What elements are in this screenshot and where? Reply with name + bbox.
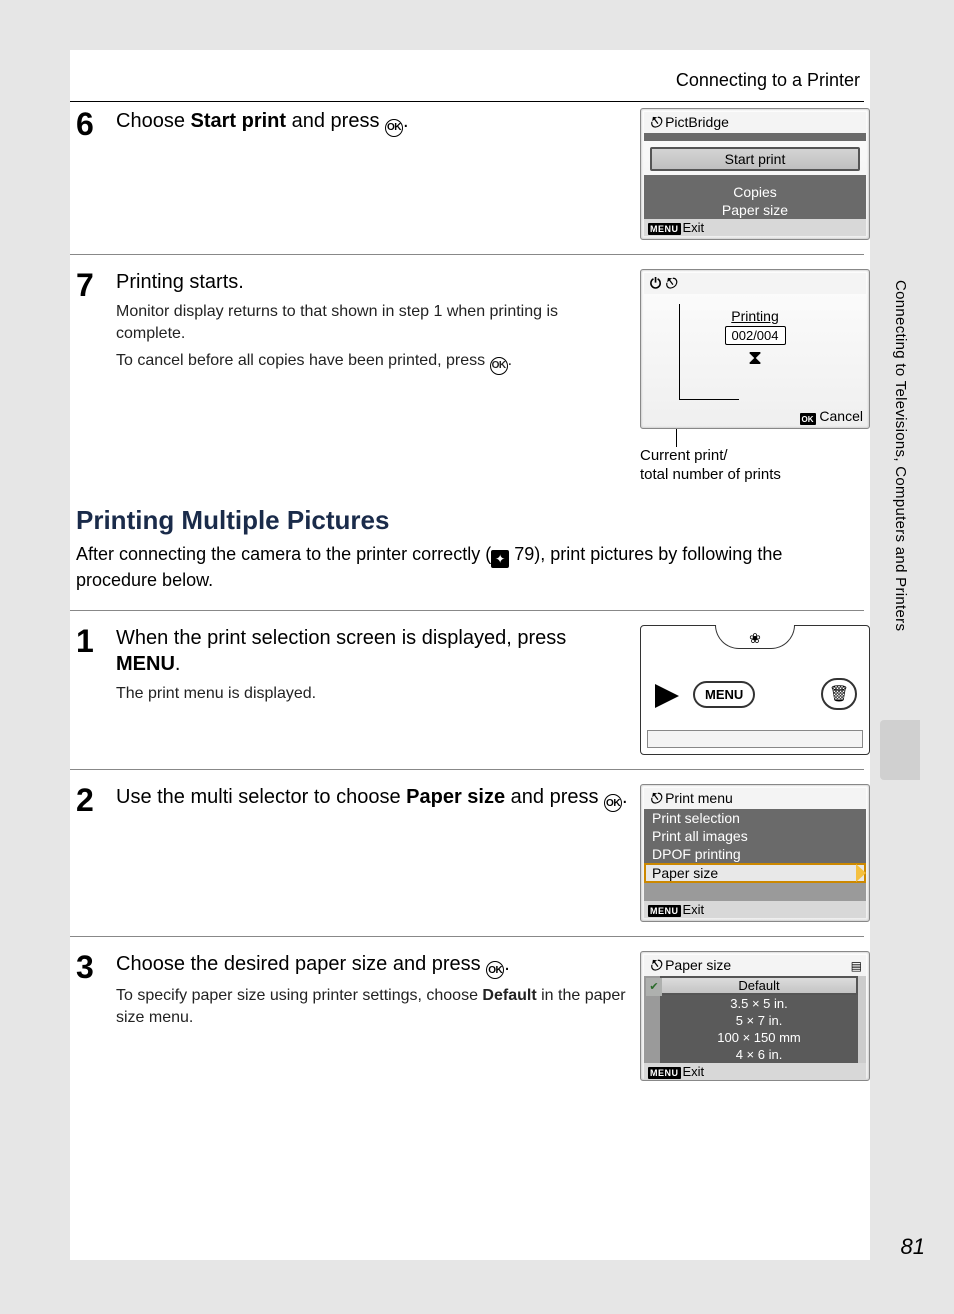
menu-item: DPOF printing [644,845,866,863]
divider [70,254,864,255]
manual-page: Connecting to a Printer 6 Choose Start p… [70,50,870,1260]
menu-item: Print selection [644,809,866,827]
section-intro: After connecting the camera to the print… [70,542,870,602]
step-number: 6 [70,108,116,240]
paper-size-selected: ✔Default [660,976,858,995]
step-3-sub: To specify paper size using printer sett… [116,985,630,1028]
power-icon: ⏻ [650,275,661,291]
step-number: 3 [70,951,116,1081]
step-7-sub1: Monitor display returns to that shown in… [116,301,630,344]
hourglass-icon: ⧗ [644,347,866,370]
step-3: 3 Choose the desired paper size and pres… [70,945,870,1087]
section-heading: Printing Multiple Pictures [70,491,870,542]
ok-icon: OK [385,119,403,137]
step-number: 1 [70,625,116,755]
lcd-printing: ⏻ ⎋ Printing 002/004 ⧗ OK Cancel [640,269,870,429]
reference-icon: ✦ [491,550,509,568]
lcd-paper-size: Paper size [644,201,866,219]
scroll-indicator-icon: ▤ [851,959,862,973]
thumb-tab [880,720,920,780]
macro-icon: ❀ [749,630,761,647]
lcd-foot: MENUExit [644,1063,866,1080]
step-3-title: Choose the desired paper size and press … [116,951,630,980]
check-icon: ✔ [646,978,662,996]
menu-badge-icon: MENU [648,905,681,917]
ok-icon: OK [490,357,508,375]
printing-label: Printing [644,308,866,324]
step-1-title: When the print selection screen is displ… [116,625,630,677]
menu-item-selected: Paper size [644,863,866,883]
side-label: Connecting to Televisions, Computers and… [892,280,909,631]
step-7: 7 Printing starts. Monitor display retur… [70,263,870,491]
paper-size-option: 5 × 7 in. [660,1012,858,1029]
lcd-start-print: Start print [650,147,860,171]
menu-button: MENU [693,681,755,708]
arrow-icon [655,684,679,708]
menu-badge-icon: MENU [648,223,681,235]
page-header: Connecting to a Printer [70,50,870,101]
paper-size-option: 3.5 × 5 in. [660,995,858,1012]
pictbridge-icon: ⎋ [650,114,661,130]
camera-back-diagram: ❀ MENU 🗑 [640,625,870,755]
step-7-sub2: To cancel before all copies have been pr… [116,350,630,375]
callout-current-print: Current print/ total number of prints [640,447,870,485]
divider [70,936,864,937]
trash-icon: 🗑 [821,678,857,710]
step-number: 7 [70,269,116,485]
lcd-foot: MENUExit [644,219,866,236]
side-tab: Connecting to Televisions, Computers and… [870,280,940,760]
pictbridge-icon: ⎋ [650,790,661,806]
ok-icon: OK [604,794,622,812]
menu-item: Print all images [644,827,866,845]
divider [70,769,864,770]
ok-icon: OK [486,961,504,979]
pictbridge-icon: ⎋ [650,957,661,973]
paper-size-option: 100 × 150 mm [660,1029,858,1046]
lcd-print-menu: ⎋Print menu Print selection Print all im… [640,784,870,922]
pictbridge-icon: ⎋ [665,275,676,291]
step-6-title: Choose Start print and press OK. [116,108,630,137]
step-2: 2 Use the multi selector to choose Paper… [70,778,870,928]
divider [70,610,864,611]
lcd-pictbridge: ⎋PictBridge Start print Copies Paper siz… [640,108,870,240]
step-1-sub: The print menu is displayed. [116,683,630,705]
lcd-paper-size: ⎋Paper size▤ ✔Default 3.5 × 5 in. 5 × 7 … [640,951,870,1081]
ok-badge-icon: OK [800,413,816,425]
step-7-title: Printing starts. [116,269,630,295]
menu-badge-icon: MENU [648,1067,681,1079]
lcd-foot: MENUExit [644,901,866,918]
page-number: 81 [901,1234,925,1260]
step-number: 2 [70,784,116,922]
step-2-title: Use the multi selector to choose Paper s… [116,784,630,813]
lcd-copies: Copies [644,183,866,201]
cancel-label: Cancel [819,408,863,424]
step-1: 1 When the print selection screen is dis… [70,619,870,761]
step-6: 6 Choose Start print and press OK. ⎋Pict… [70,102,870,246]
paper-size-option: 4 × 6 in. [660,1046,858,1063]
